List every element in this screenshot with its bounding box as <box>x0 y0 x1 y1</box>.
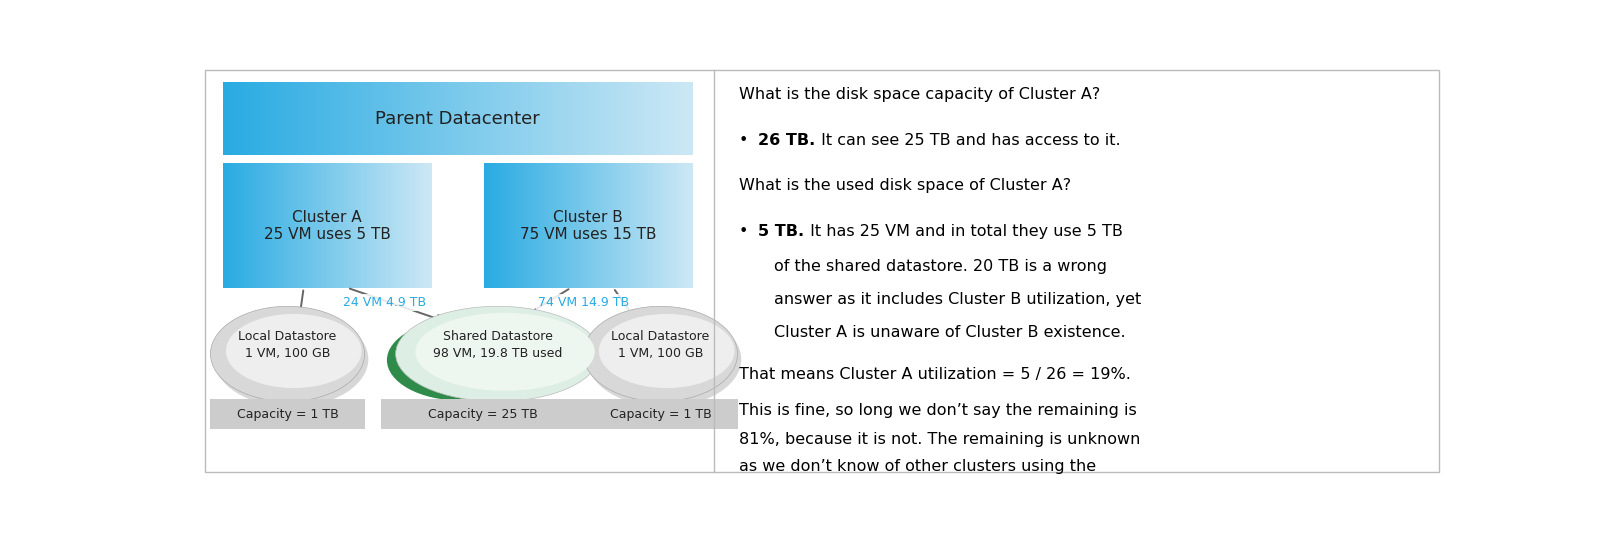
Text: That means Cluster A utilization = 5 / 26 = 19%.: That means Cluster A utilization = 5 / 2… <box>739 367 1131 382</box>
Ellipse shape <box>598 314 735 388</box>
FancyBboxPatch shape <box>205 70 1439 471</box>
Text: •: • <box>739 133 759 148</box>
Ellipse shape <box>215 311 369 407</box>
Text: 24 VM 4.9 TB: 24 VM 4.9 TB <box>343 296 427 309</box>
Text: Local Datastore: Local Datastore <box>239 330 337 343</box>
Text: 26 TB.: 26 TB. <box>759 133 816 148</box>
Text: Parent Datacenter: Parent Datacenter <box>375 110 541 128</box>
Text: Capacity = 25 TB: Capacity = 25 TB <box>428 408 537 421</box>
Text: What is the used disk space of Cluster A?: What is the used disk space of Cluster A… <box>739 178 1071 193</box>
Text: 74 VM 14.9 TB: 74 VM 14.9 TB <box>537 296 629 309</box>
Ellipse shape <box>210 306 364 402</box>
Text: Local Datastore: Local Datastore <box>611 330 709 343</box>
Text: What is the disk space capacity of Cluster A?: What is the disk space capacity of Clust… <box>739 87 1100 102</box>
Text: It has 25 VM and in total they use 5 TB: It has 25 VM and in total they use 5 TB <box>805 223 1123 238</box>
Ellipse shape <box>415 313 595 391</box>
Text: •: • <box>739 223 759 238</box>
Text: It can see 25 TB and has access to it.: It can see 25 TB and has access to it. <box>816 133 1120 148</box>
Ellipse shape <box>396 306 600 402</box>
Text: 81%, because it is not. The remaining is unknown: 81%, because it is not. The remaining is… <box>739 432 1140 447</box>
Text: as we don’t know of other clusters using the: as we don’t know of other clusters using… <box>739 459 1096 474</box>
Text: Cluster B
75 VM uses 15 TB: Cluster B 75 VM uses 15 TB <box>520 209 656 242</box>
Text: 5 TB.: 5 TB. <box>759 223 805 238</box>
FancyBboxPatch shape <box>380 400 584 429</box>
Text: This is fine, so long we don’t say the remaining is: This is fine, so long we don’t say the r… <box>739 403 1137 418</box>
Text: Shared Datastore: Shared Datastore <box>443 330 552 343</box>
Text: 1 VM, 100 GB: 1 VM, 100 GB <box>618 347 703 360</box>
Text: Cluster A is unaware of Cluster B existence.: Cluster A is unaware of Cluster B existe… <box>773 325 1124 340</box>
Text: of the shared datastore. 20 TB is a wrong: of the shared datastore. 20 TB is a wron… <box>773 259 1107 274</box>
Text: Capacity = 1 TB: Capacity = 1 TB <box>237 408 338 421</box>
Text: 1 VM, 100 GB: 1 VM, 100 GB <box>245 347 330 360</box>
Ellipse shape <box>387 320 534 401</box>
FancyBboxPatch shape <box>210 400 364 429</box>
Ellipse shape <box>226 314 361 388</box>
Text: Capacity = 1 TB: Capacity = 1 TB <box>610 408 711 421</box>
Ellipse shape <box>587 311 741 407</box>
Ellipse shape <box>584 306 738 402</box>
Text: answer as it includes Cluster B utilization, yet: answer as it includes Cluster B utilizat… <box>773 292 1140 307</box>
Text: 98 VM, 19.8 TB used: 98 VM, 19.8 TB used <box>433 347 563 360</box>
FancyBboxPatch shape <box>584 400 738 429</box>
Text: Cluster A
25 VM uses 5 TB: Cluster A 25 VM uses 5 TB <box>265 209 391 242</box>
